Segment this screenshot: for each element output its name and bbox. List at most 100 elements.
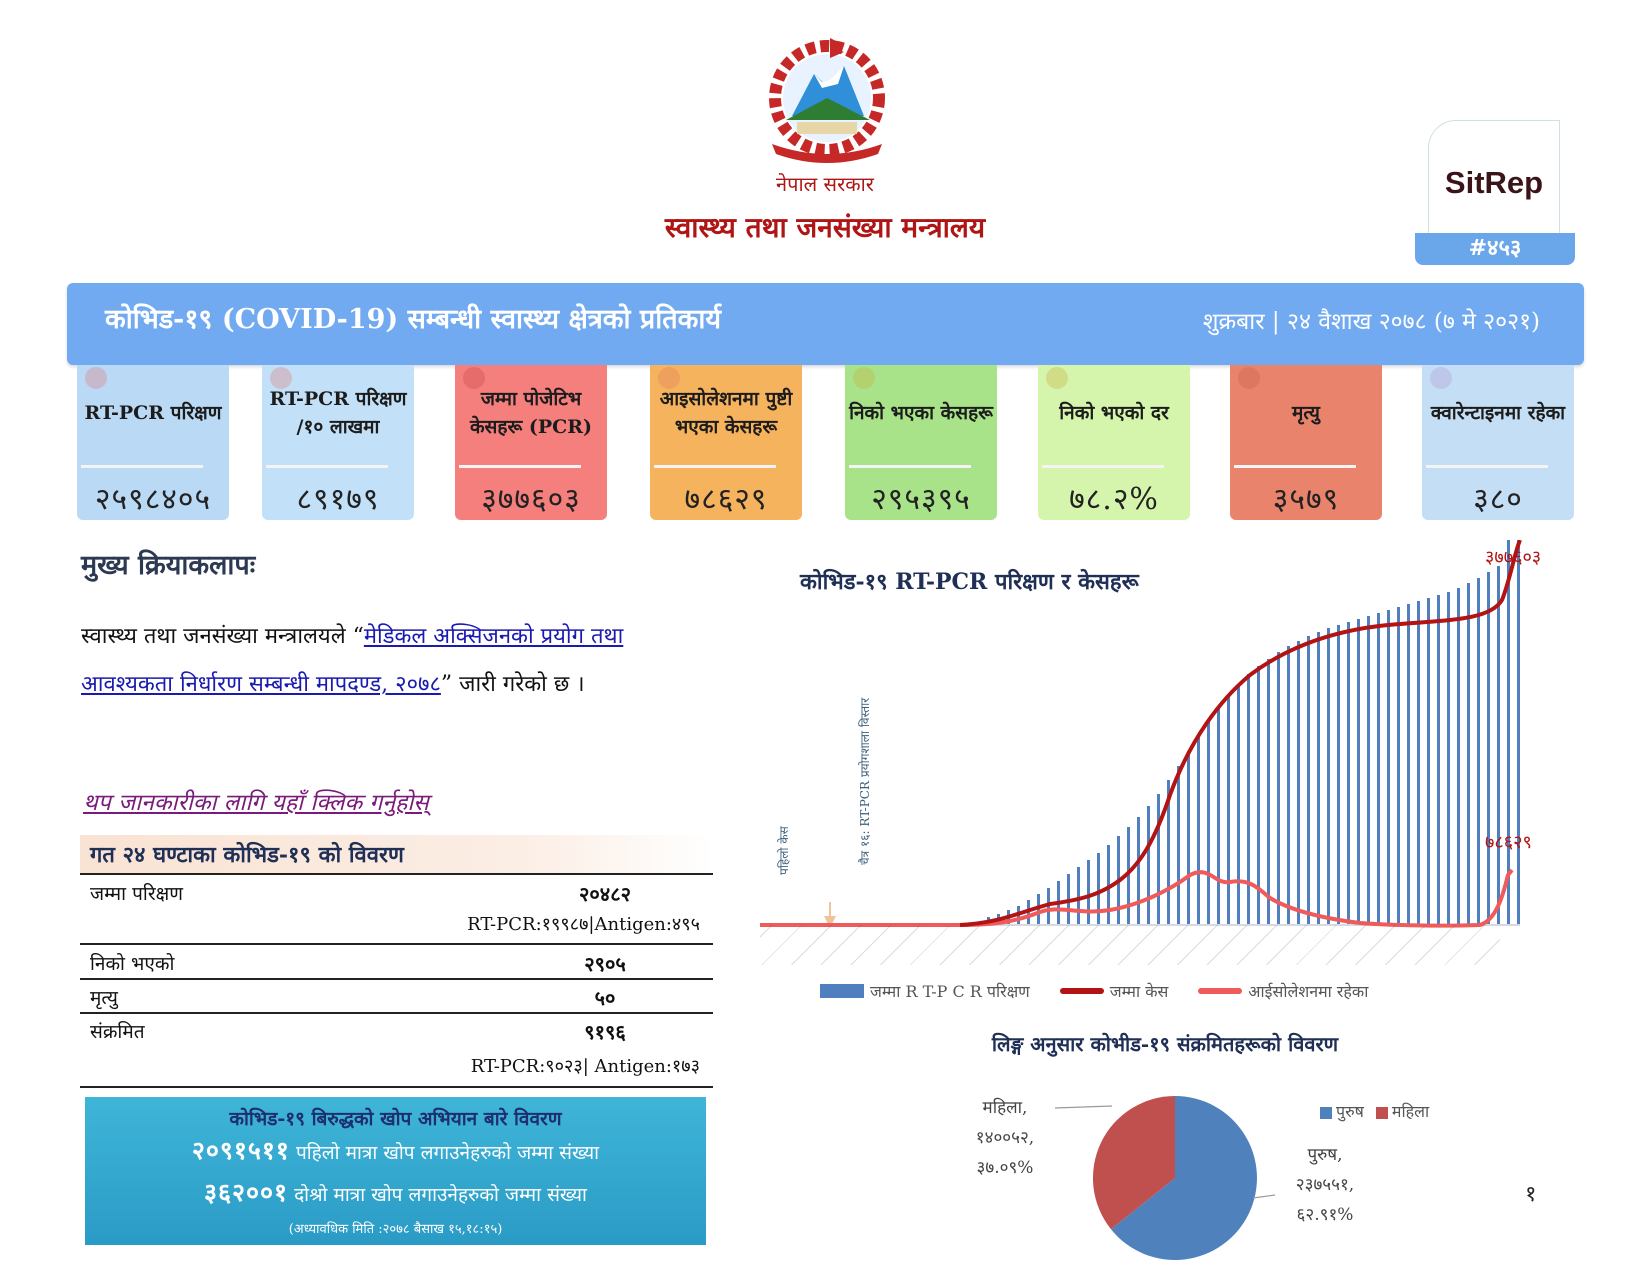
- oxygen-guideline-link[interactable]: मेडिकल अक्सिजनको प्रयोग तथा आवश्यकता निर…: [81, 624, 624, 697]
- x-axis-date-labels: [760, 925, 1500, 965]
- daily-row-value: २९०५: [584, 952, 626, 976]
- more-info-link[interactable]: थप जानकारीका लागि यहाँ क्लिक गर्नुहोस्: [83, 790, 429, 816]
- daily-row-value: २०४८२: [579, 882, 631, 906]
- daily-row-label: मृत्यु: [90, 987, 118, 1009]
- virus-icon: [270, 367, 292, 389]
- vaccination-title: कोभिड-१९ बिरुद्धको खोप अभियान बारे विवरण: [229, 1108, 562, 1130]
- stat-card-recovered: निको भएका केसहरू २९५३९५: [845, 365, 997, 520]
- first-dose-line: २०९१५११ पहिलो मात्रा खोप लगाउनेहरुको जम्…: [85, 1133, 706, 1167]
- legend-swatch: [820, 984, 864, 998]
- divider: [654, 465, 776, 468]
- second-dose-line: ३६२००१ दोश्रो मात्रा खोप लगाउनेहरुको जम्…: [85, 1175, 706, 1209]
- virus-icon: [853, 367, 875, 389]
- stat-value: ३८०: [1473, 482, 1523, 517]
- divider: [81, 465, 203, 468]
- stat-value: २९५३९५: [871, 482, 971, 517]
- divider: [1234, 465, 1356, 468]
- daily-summary-title: गत २४ घण्टाका कोभिड-१९ को विवरण: [90, 842, 404, 868]
- daily-row-label: जम्मा परिक्षण: [90, 883, 183, 905]
- legend-label: महिला: [1391, 1102, 1430, 1121]
- second-dose-label: दोश्रो मात्रा खोप लगाउनेहरुको जम्मा संख्…: [294, 1184, 587, 1206]
- divider: [80, 978, 713, 980]
- chart-legend: जम्मा R T-P C R परिक्षण जम्मा केस आईसोले…: [820, 980, 1368, 1002]
- label-line: ३७.०९%: [976, 1158, 1034, 1178]
- activities-text: स्वास्थ्य तथा जनसंख्या मन्त्रालयले “मेडि…: [81, 613, 661, 709]
- virus-icon: [1046, 367, 1068, 389]
- government-name: नेपाल सरकार: [776, 172, 874, 196]
- daily-row-value: ९१९६: [584, 1020, 626, 1044]
- daily-row-label: संक्रमित: [90, 1021, 145, 1043]
- vaccination-box: कोभिड-१९ बिरुद्धको खोप अभियान बारे विवरण…: [85, 1097, 706, 1245]
- legend-male: पुरुष: [1320, 1100, 1364, 1122]
- page-number: १: [1525, 1182, 1537, 1207]
- male-data-label: पुरुष, २३७५५१, ६२.९१%: [1270, 1140, 1380, 1230]
- pie-legend: पुरुष महिला: [1320, 1100, 1429, 1122]
- report-title: कोभिड-१९ (COVID-19) सम्बन्धी स्वास्थ्य क…: [105, 304, 721, 335]
- label-line: महिला,: [982, 1098, 1028, 1118]
- daily-row-breakdown: RT-PCR:९०२३| Antigen:१७३: [470, 1056, 700, 1077]
- divider: [459, 465, 581, 468]
- activities-suffix: ” जारी गरेको छ ।: [440, 672, 585, 697]
- legend-label: जम्मा केस: [1109, 982, 1169, 1001]
- legend-label: पुरुष: [1336, 1102, 1364, 1121]
- tests-cases-chart: [760, 540, 1522, 928]
- stat-value: ३५७९: [1272, 482, 1340, 517]
- legend-label: जम्मा R T-P C R परिक्षण: [870, 982, 1030, 1001]
- divider: [80, 943, 713, 945]
- virus-icon: [1238, 367, 1260, 389]
- sitrep-card: [1428, 120, 1560, 240]
- legend-swatch: [1198, 988, 1243, 994]
- legend-swatch: [1320, 1106, 1332, 1119]
- virus-icon: [85, 367, 107, 389]
- virus-icon: [1430, 367, 1452, 389]
- legend-swatch: [1375, 1106, 1388, 1119]
- stat-value: ७८.२%: [1069, 482, 1159, 517]
- isolation-end-label: ७८६२९: [1485, 832, 1532, 853]
- report-date: शुक्रबार | २४ वैशाख २०७८ (७ मे २०२१): [1202, 309, 1540, 335]
- stat-label: मृत्यु: [1292, 402, 1320, 425]
- stat-card-total-positive: जम्मा पोजेटिभ केसहरू (PCR) ३७७६०३: [455, 365, 607, 520]
- gender-chart-title: लिङ्ग अनुसार कोभीड-१९ संक्रमितहरूको विवर…: [991, 1032, 1339, 1056]
- stat-label: आइसोलेशनमा पुष्टी भएका केसहरू: [659, 388, 793, 438]
- stat-value: ८९१७९: [296, 482, 380, 517]
- title-banner: [67, 283, 1584, 365]
- divider: [1042, 465, 1164, 468]
- female-data-label: महिला, १४००५२, ३७.०९%: [950, 1093, 1060, 1183]
- tests-cases-chart-title: कोभिड-१९ RT-PCR परिक्षण र केसहरू: [800, 569, 1139, 595]
- first-dose-label: पहिलो मात्रा खोप लगाउनेहरुको जम्मा संख्य…: [295, 1142, 600, 1164]
- stat-card-quarantine: क्वारेन्टाइनमा रहेका ३८०: [1422, 365, 1574, 520]
- ministry-name: स्वास्थ्य तथा जनसंख्या मन्त्रालय: [664, 211, 986, 244]
- stat-card-recovery-rate: निको भएको दर ७८.२%: [1038, 365, 1190, 520]
- virus-icon: [658, 367, 680, 389]
- stat-label: निको भएको दर: [1059, 402, 1169, 425]
- legend-swatch: [1059, 988, 1104, 994]
- label-line: १४००५२,: [975, 1128, 1035, 1148]
- daily-row-breakdown: RT-PCR:१९९८७|Antigen:४९५: [467, 914, 700, 935]
- legend-cases: जम्मा केस: [1059, 980, 1169, 1002]
- stat-label: जम्मा पोजेटिभ केसहरू (PCR): [469, 388, 593, 438]
- stat-card-deaths: मृत्यु ३५७९: [1230, 365, 1382, 520]
- stat-label: RT-PCR परिक्षण /१० लाखमा: [269, 388, 407, 438]
- stat-label: क्वारेन्टाइनमा रहेका: [1430, 402, 1566, 425]
- stat-label: निको भएका केसहरू: [849, 402, 993, 425]
- stat-value: २५९८४०५: [94, 482, 212, 517]
- label-line: २३७५५१,: [1295, 1175, 1355, 1195]
- legend-label: आईसोलेशनमा रहेका: [1248, 982, 1369, 1001]
- first-dose-count: २०९१५११: [191, 1136, 290, 1165]
- sitrep-number: #४५३: [1415, 233, 1575, 265]
- legend-isolation: आईसोलेशनमा रहेका: [1198, 980, 1368, 1002]
- activities-prefix: स्वास्थ्य तथा जनसंख्या मन्त्रालयले “: [81, 624, 364, 649]
- total-cases-end-label: ३७७६०३: [1485, 547, 1542, 568]
- divider: [266, 465, 388, 468]
- activities-heading: मुख्य क्रियाकलापः: [81, 550, 256, 581]
- test-bars: [987, 540, 1520, 925]
- stat-value: ७८६२९: [684, 482, 768, 517]
- virus-icon: [463, 367, 485, 389]
- gender-pie-chart: [1054, 1096, 1276, 1260]
- label-line: ६२.९१%: [1296, 1205, 1354, 1225]
- nepal-government-emblem: [752, 36, 902, 171]
- stat-card-isolation: आइसोलेशनमा पुष्टी भएका केसहरू ७८६२९: [650, 365, 802, 520]
- stat-card-tests-per-million: RT-PCR परिक्षण /१० लाखमा ८९१७९: [262, 365, 414, 520]
- divider: [80, 1012, 713, 1014]
- second-dose-count: ३६२००१: [204, 1178, 289, 1207]
